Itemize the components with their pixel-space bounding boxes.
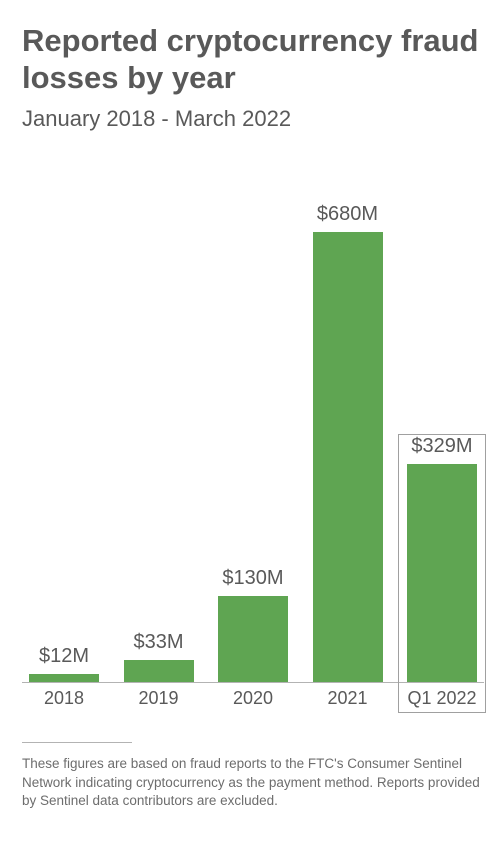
- bar-value-label: $329M: [411, 435, 472, 458]
- bar-group: $680M: [306, 203, 390, 682]
- bar: [218, 596, 288, 682]
- x-axis-label: 2021: [306, 683, 390, 713]
- bar-group: $130M: [211, 567, 295, 682]
- bar: [313, 232, 383, 682]
- x-axis-label: 2019: [117, 683, 201, 713]
- bar-container: $12M $33M $130M $680M $329M: [22, 172, 484, 682]
- bar: [124, 660, 194, 682]
- chart-title: Reported cryptocurrency fraud losses by …: [22, 22, 484, 96]
- x-axis-label: 2020: [211, 683, 295, 713]
- bar-value-label: $33M: [133, 631, 183, 654]
- bar-group: $329M: [400, 435, 484, 682]
- chart-footnote: These figures are based on fraud reports…: [22, 755, 484, 810]
- bar-value-label: $12M: [39, 645, 89, 668]
- x-axis-label: Q1 2022: [400, 683, 484, 713]
- footnote-separator: [22, 742, 132, 743]
- x-axis-labels: 2018 2019 2020 2021 Q1 2022: [22, 683, 484, 713]
- chart-area: $12M $33M $130M $680M $329M 2018 2019 2020 2021…: [22, 152, 484, 712]
- bar-group: $33M: [117, 631, 201, 682]
- x-axis-label: 2018: [22, 683, 106, 713]
- bar-value-label: $130M: [222, 567, 283, 590]
- bar-value-label: $680M: [317, 203, 378, 226]
- bar: [407, 464, 477, 682]
- chart-subtitle: January 2018 - March 2022: [22, 106, 484, 132]
- bar: [29, 674, 99, 682]
- bar-group: $12M: [22, 645, 106, 682]
